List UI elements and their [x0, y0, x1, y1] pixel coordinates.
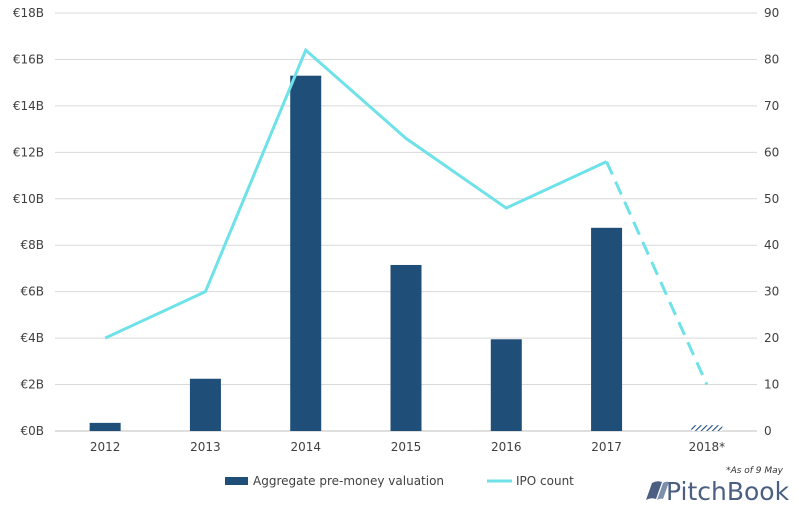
pitchbook-logo: PitchBook	[646, 477, 790, 506]
bar	[591, 227, 623, 431]
legend-swatch-bar	[225, 477, 248, 485]
bar	[390, 264, 422, 431]
y-left-tick-label: €16B	[13, 52, 44, 66]
y-right-tick-label: 50	[764, 192, 779, 206]
bar	[490, 339, 522, 431]
x-axis: 2012 2013 2014 2015 2016 2017 2018*	[90, 440, 725, 454]
y-left-tick-label: €6B	[20, 285, 44, 299]
line-series-solid	[104, 47, 608, 340]
book-icon	[646, 481, 669, 500]
legend-label-line: IPO count	[516, 474, 574, 488]
y-left-tick-label: €2B	[20, 378, 44, 392]
x-tick-label: 2015	[391, 440, 422, 454]
y-left-tick-label: €8B	[20, 238, 44, 252]
grid-lines	[55, 12, 757, 432]
x-tick-label: 2018*	[689, 440, 726, 454]
brand-name: PitchBook	[666, 477, 790, 506]
y-right-tick-label: 10	[764, 378, 779, 392]
legend-label-bar: Aggregate pre-money valuation	[253, 474, 444, 488]
y-left-tick-label: €18B	[13, 6, 44, 20]
x-tick-label: 2016	[491, 440, 522, 454]
y-right-tick-label: 60	[764, 145, 779, 159]
x-tick-label: 2013	[190, 440, 221, 454]
x-tick-label: 2014	[290, 440, 321, 454]
left-axis: €0B €2B €4B €6B €8B €10B €12B €14B €16B €18B	[13, 6, 44, 438]
y-right-tick-label: 90	[764, 6, 779, 20]
y-right-tick-label: 0	[764, 424, 772, 438]
bar	[89, 422, 121, 431]
y-left-tick-label: €4B	[20, 331, 44, 345]
line-series-projected	[605, 161, 709, 386]
y-right-tick-label: 70	[764, 99, 779, 113]
x-tick-label: 2012	[90, 440, 121, 454]
bar-series	[89, 75, 723, 431]
footnote: *As of 9 May	[726, 466, 784, 476]
legend: Aggregate pre-money valuation IPO count	[225, 474, 574, 488]
bar	[691, 425, 723, 431]
x-tick-label: 2017	[591, 440, 622, 454]
y-left-tick-label: €10B	[13, 192, 44, 206]
bar	[189, 378, 221, 431]
y-left-tick-label: €14B	[13, 99, 44, 113]
bar	[290, 75, 322, 431]
y-right-tick-label: 20	[764, 331, 779, 345]
y-left-tick-label: €0B	[20, 424, 44, 438]
y-right-tick-label: 30	[764, 285, 779, 299]
y-right-tick-label: 40	[764, 238, 779, 252]
line-series	[104, 47, 709, 386]
right-axis: 0 10 20 30 40 50 60 70 80 90	[764, 6, 779, 438]
y-left-tick-label: €12B	[13, 145, 44, 159]
y-right-tick-label: 80	[764, 52, 779, 66]
